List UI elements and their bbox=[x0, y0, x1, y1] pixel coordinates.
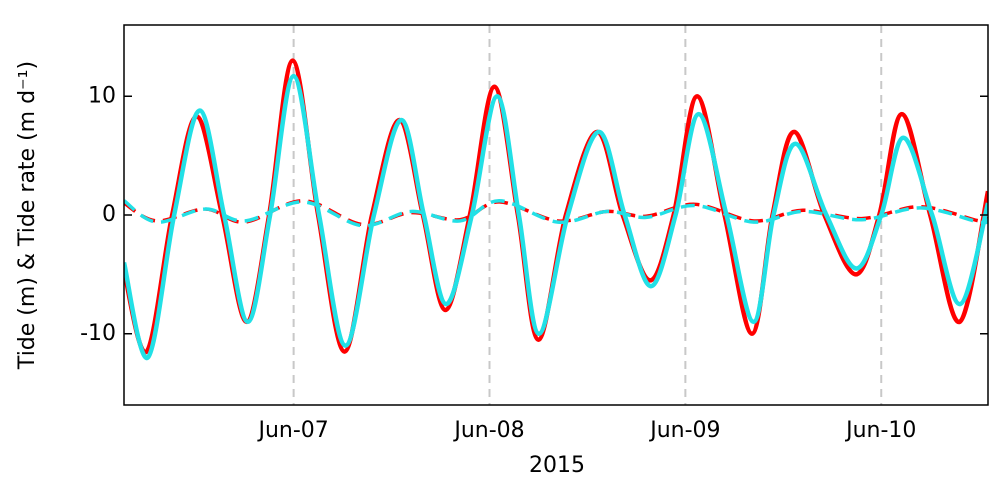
plot-frame bbox=[123, 24, 989, 406]
lines-layer bbox=[124, 58, 988, 360]
y-axis-label: Tide (m) & Tide rate (m d⁻¹) bbox=[15, 61, 40, 370]
x-tick-label: Jun-10 bbox=[844, 418, 916, 443]
x-axis-label: 2015 bbox=[529, 453, 585, 478]
y-tick-label: 10 bbox=[88, 83, 116, 108]
y-tick-label: 0 bbox=[102, 202, 116, 227]
series-line bbox=[124, 73, 988, 360]
series-line bbox=[124, 198, 988, 228]
x-tick-label: Jun-09 bbox=[648, 418, 720, 443]
y-tick-label: -10 bbox=[80, 321, 116, 346]
x-tick-label: Jun-08 bbox=[452, 418, 524, 443]
x-tick-label: Jun-07 bbox=[256, 418, 328, 443]
